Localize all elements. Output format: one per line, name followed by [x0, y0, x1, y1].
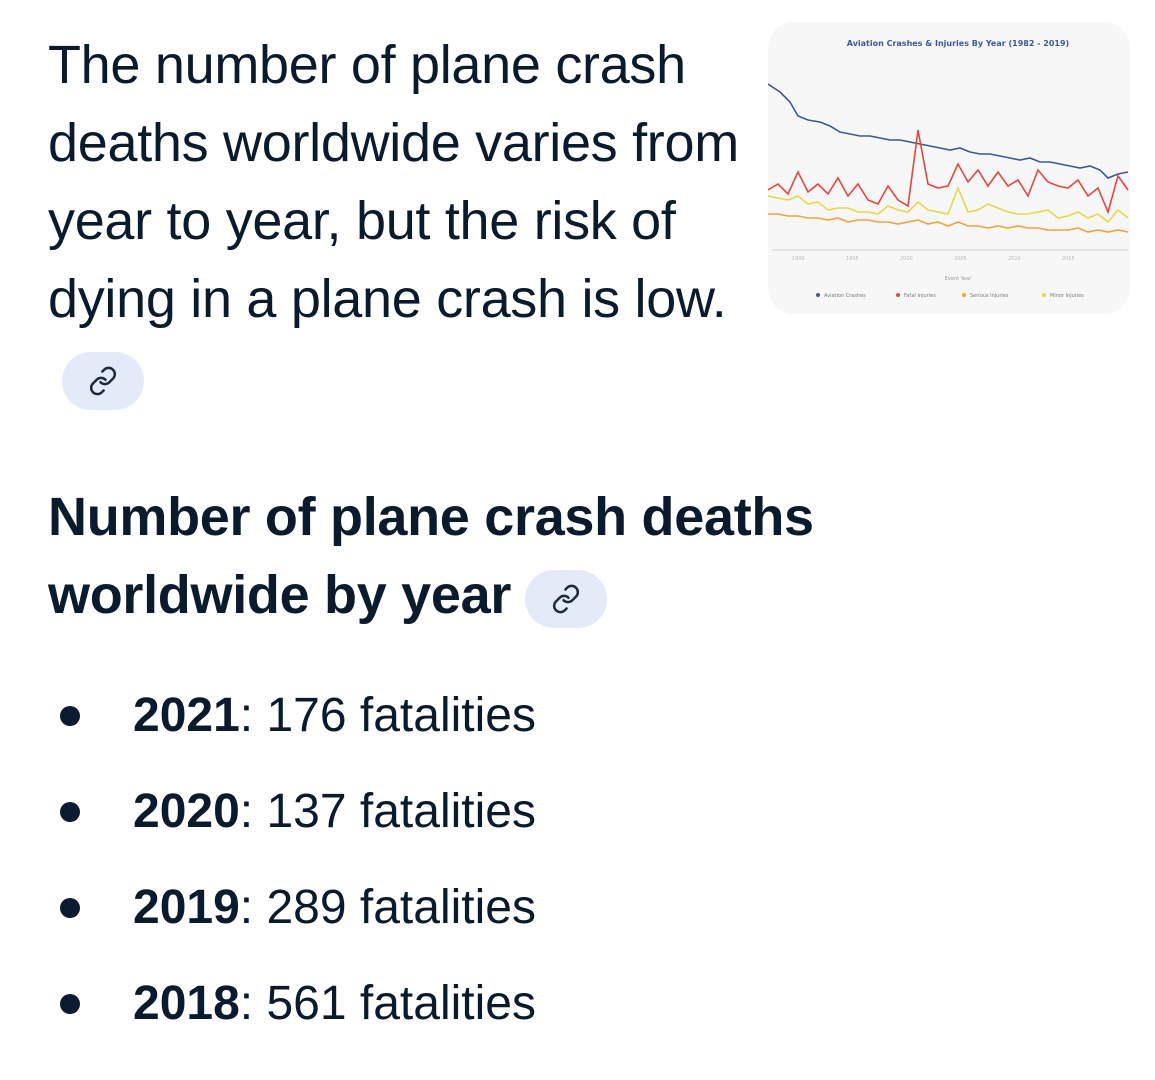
thumbnail-lines [768, 83, 1129, 233]
thumbnail-title: Aviation Crashes & Injuries By Year (198… [847, 39, 1069, 48]
legend-minor: Minor Injuries [1050, 293, 1084, 299]
serious-line [768, 213, 1129, 233]
list-item-value: 561 fatalities [253, 977, 536, 1030]
crashes-line [768, 83, 1129, 179]
chart-thumbnail[interactable]: Aviation Crashes & Injuries By Year (198… [768, 22, 1130, 314]
list-item: 2019: 289 fatalities [0, 860, 536, 956]
intro-text: The number of plane crash deaths worldwi… [48, 35, 739, 329]
list-item: 2018: 561 fatalities [0, 956, 536, 1052]
list-item-sep: : [239, 785, 254, 838]
list-item-year: 2019 [133, 881, 240, 934]
svg-text:2000: 2000 [900, 256, 913, 262]
list-item-year: 2021 [133, 689, 240, 742]
svg-text:1990: 1990 [792, 256, 805, 262]
thumbnail-legend: Aviation Crashes Fatal Injuries Serious … [816, 293, 1084, 299]
list-item: 2021: 176 fatalities [0, 668, 536, 764]
bullet [60, 802, 80, 822]
bullet [60, 706, 80, 726]
legend-crashes: Aviation Crashes [824, 293, 866, 299]
legend-serious: Serious Injuries [970, 293, 1009, 299]
intro-paragraph: The number of plane crash deaths worldwi… [48, 26, 748, 416]
fatalities-list: 2021: 176 fatalities 2020: 137 fatalitie… [0, 668, 536, 1052]
heading-source-link-button[interactable] [525, 569, 608, 628]
svg-text:1995: 1995 [846, 256, 859, 262]
link-icon [553, 584, 580, 614]
fatal-line [768, 129, 1129, 215]
link-icon [89, 366, 117, 396]
bullet [60, 898, 80, 918]
list-item-sep: : [239, 977, 254, 1030]
section-heading: Number of plane crash deaths worldwide b… [48, 478, 948, 634]
list-item-sep: : [239, 689, 254, 742]
chart-thumbnail-image: Aviation Crashes & Injuries By Year (198… [768, 39, 1129, 299]
minor-line [768, 185, 1129, 224]
svg-text:2010: 2010 [1008, 256, 1021, 262]
intro-source-link-button[interactable] [62, 351, 144, 410]
thumbnail-axis-ticks: 1990 1995 2000 2005 2010 2015 [792, 256, 1075, 262]
list-item-year: 2018 [133, 977, 240, 1030]
svg-text:2005: 2005 [954, 256, 967, 262]
svg-text:2015: 2015 [1062, 256, 1075, 262]
section-heading-text: Number of plane crash deaths worldwide b… [48, 487, 814, 625]
legend-fatal: Fatal Injuries [904, 293, 936, 299]
list-item-sep: : [239, 881, 254, 934]
list-item-value: 289 fatalities [253, 881, 536, 934]
bullet [60, 994, 80, 1014]
list-item-value: 176 fatalities [253, 689, 536, 742]
thumbnail-x-label: Event Year [945, 276, 972, 282]
list-item-value: 137 fatalities [253, 785, 536, 838]
list-item: 2020: 137 fatalities [0, 764, 536, 860]
list-item-year: 2020 [133, 785, 240, 838]
